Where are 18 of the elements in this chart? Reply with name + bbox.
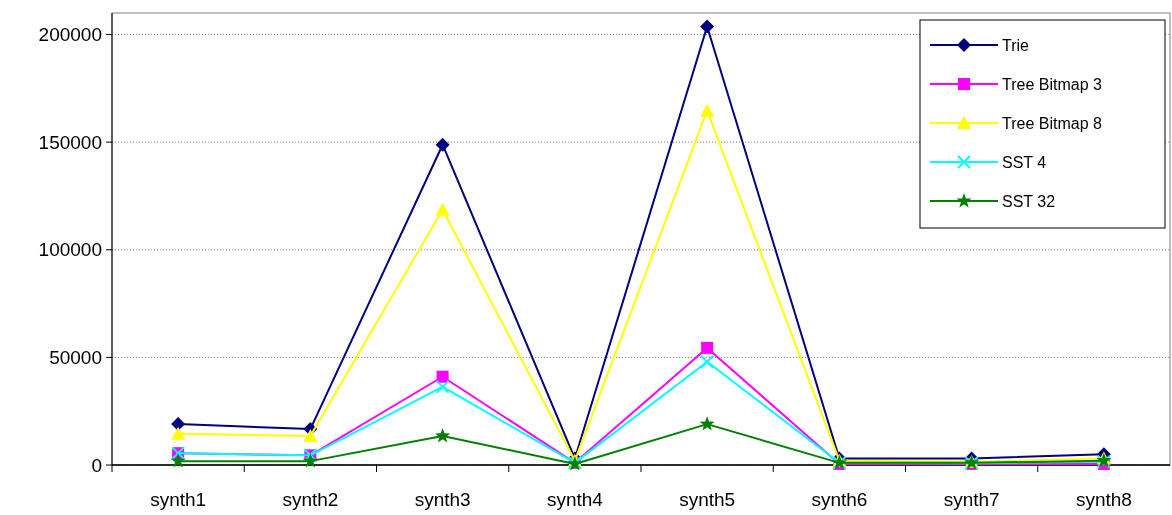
- y-tick-label: 50000: [49, 347, 102, 369]
- x-tick-label: synth4: [546, 489, 604, 510]
- legend-label: Trie: [1002, 36, 1030, 54]
- legend-label: SST 32: [1002, 192, 1056, 210]
- legend-label: Tree Bitmap 3: [1002, 75, 1102, 93]
- y-tick-label: 150000: [38, 131, 102, 153]
- x-tick-label: synth5: [679, 489, 736, 510]
- x-tick-label: synth1: [150, 489, 207, 510]
- y-tick-label: 200000: [38, 24, 102, 46]
- x-tick-label: synth7: [943, 489, 1000, 510]
- legend-label: SST 4: [1002, 153, 1047, 171]
- y-tick-label: 0: [91, 454, 102, 476]
- x-tick-label: synth8: [1075, 489, 1132, 510]
- x-tick-label: synth2: [282, 489, 339, 510]
- x-tick-label: synth6: [811, 489, 868, 510]
- x-tick-label: synth3: [414, 489, 471, 510]
- legend-label: Tree Bitmap 8: [1002, 114, 1102, 132]
- y-tick-label: 100000: [38, 239, 102, 261]
